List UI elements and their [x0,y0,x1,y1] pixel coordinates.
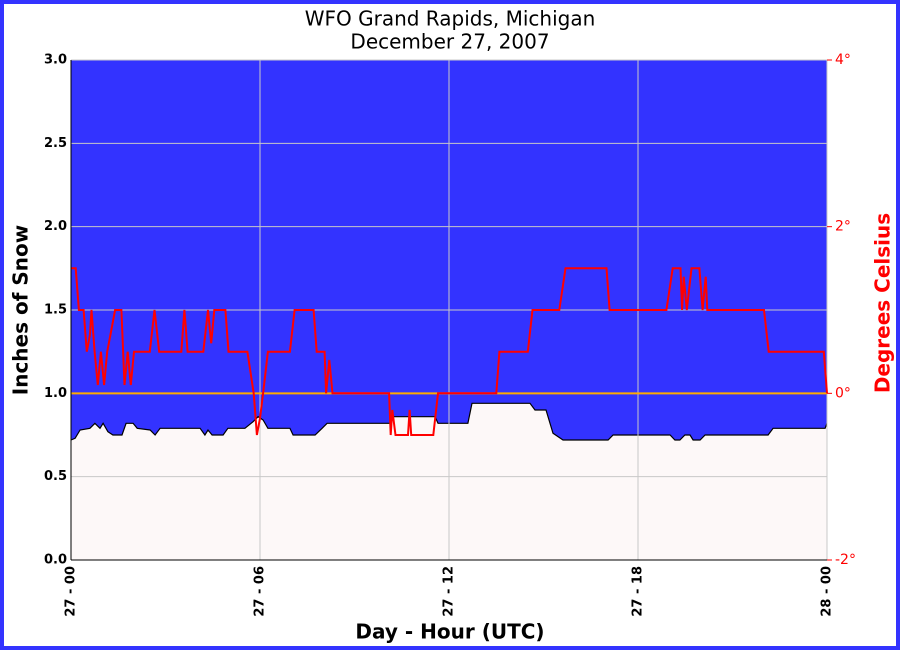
x-tick-label: 27 - 00 [64,566,79,617]
x-tick-label: 27 - 12 [442,566,457,617]
y-axis-title: Inches of Snow [9,225,33,395]
y2-tick-label: 0° [835,385,851,401]
y2-axis-title: Degrees Celsius [871,213,895,393]
temperature-line [71,267,828,436]
x-axis-title: Day - Hour (UTC) [355,620,544,644]
chart-title: WFO Grand Rapids, Michigan [305,7,596,31]
y-tick-label: 1.5 [44,303,67,318]
y-tick-label: 0.5 [44,469,67,484]
y2-tick-label: 2° [835,219,851,235]
chart-subtitle: December 27, 2007 [350,30,549,54]
y-tick-label: 3.0 [44,53,67,68]
y2-tick-label: -2° [835,552,856,568]
x-tick-label: 27 - 06 [253,566,268,617]
y-tick-label: 2.0 [44,219,67,234]
y-tick-label: 2.5 [44,136,67,151]
x-tick-label: 27 - 18 [631,566,646,617]
y-tick-label: 0.0 [44,553,67,568]
x-tick-label: 28 - 00 [820,566,835,617]
y2-tick-label: 4° [835,52,851,68]
snow-edge [70,402,828,441]
y-tick-label: 1.0 [44,386,67,401]
